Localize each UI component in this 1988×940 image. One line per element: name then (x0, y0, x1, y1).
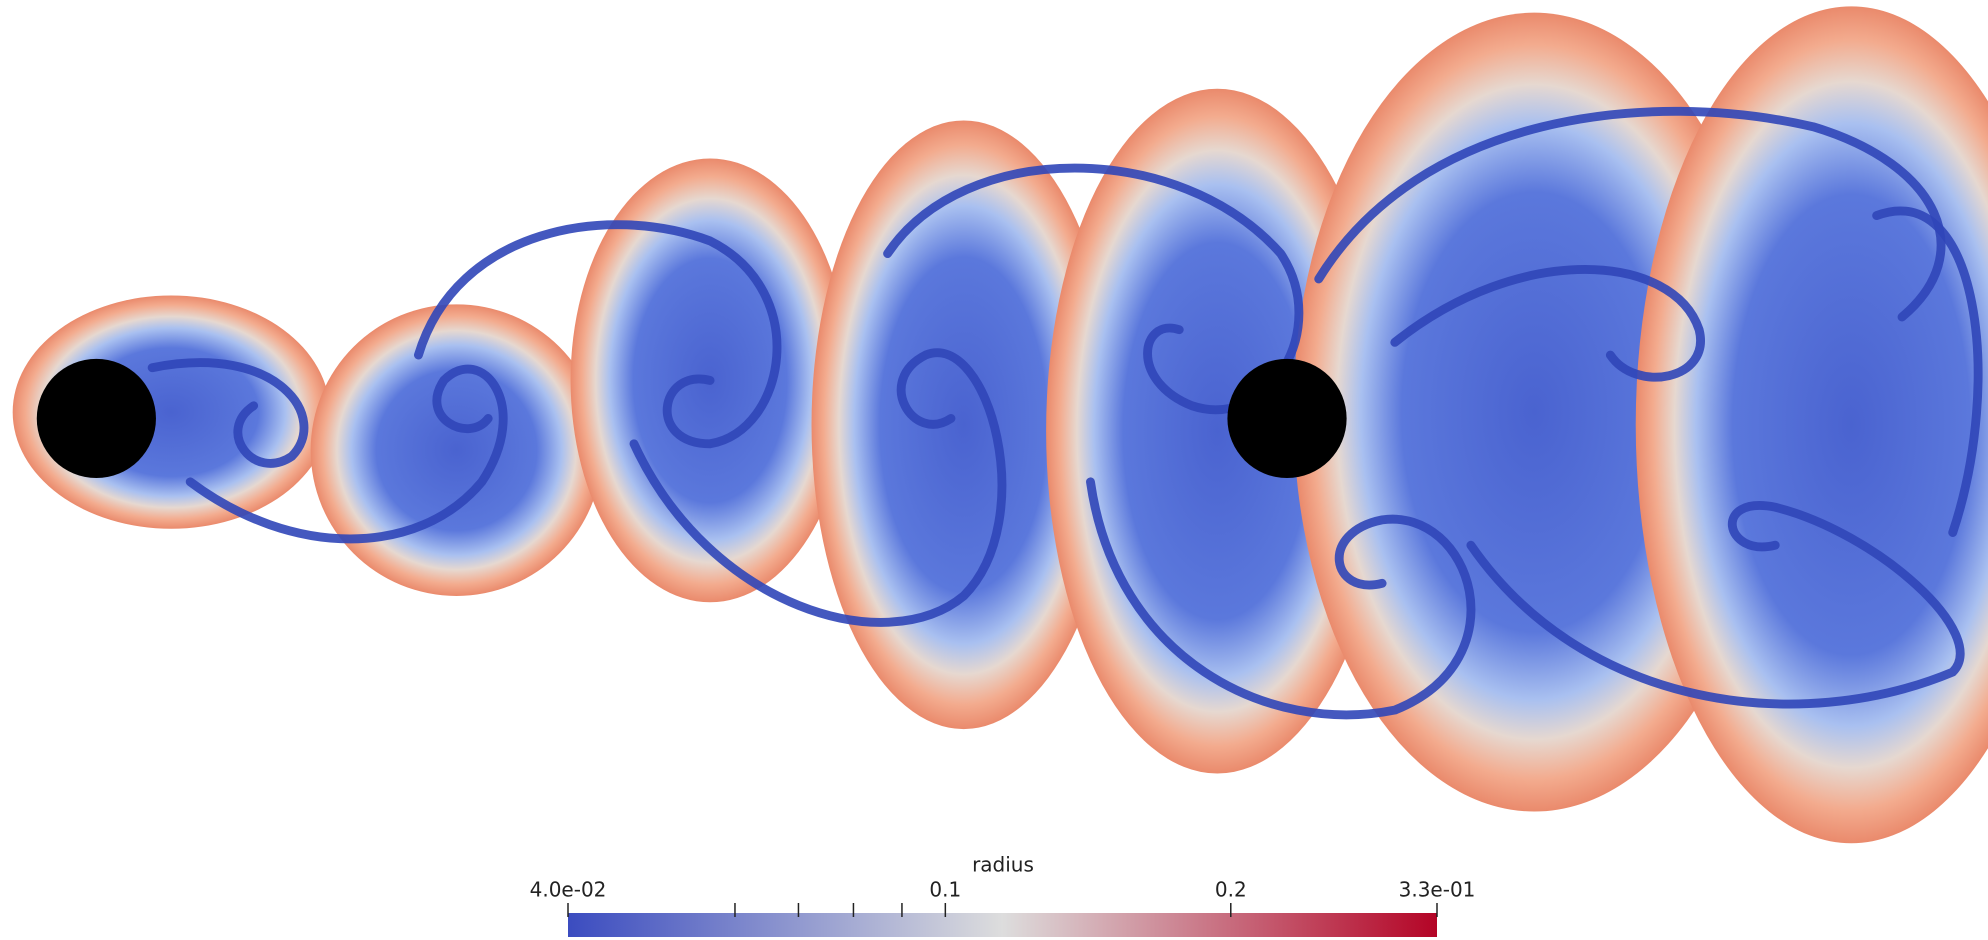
colorbar-bar (568, 913, 1437, 937)
flow-field (13, 6, 1988, 843)
tick-label: 0.1 (929, 878, 961, 902)
visualization: radius 4.0e-02 0.1 0.2 3.3e-01 (0, 0, 1988, 940)
colorbar-title: radius (972, 853, 1034, 877)
tick-label: 3.3e-01 (1399, 878, 1476, 902)
tick-label: 0.2 (1215, 878, 1247, 902)
colorbar: 4.0e-02 0.1 0.2 3.3e-01 (530, 878, 1476, 938)
tick-label: 4.0e-02 (530, 878, 607, 902)
